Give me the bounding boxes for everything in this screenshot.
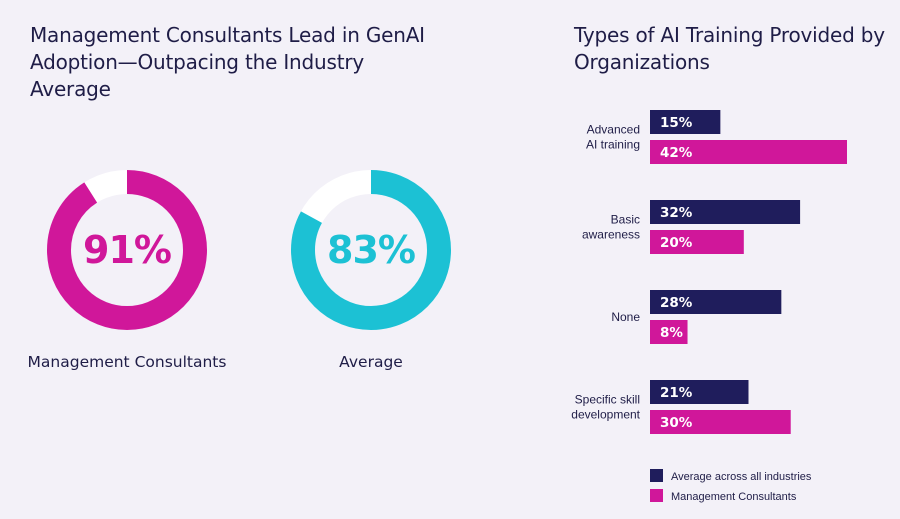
bar-value-label: 30% (660, 415, 693, 431)
category-label-line: Advanced (587, 123, 640, 137)
donut-value-label: 91% (83, 228, 172, 272)
bar (650, 410, 791, 434)
legend-swatch (650, 489, 663, 502)
bar-value-label: 21% (660, 385, 693, 401)
donut-arc (291, 170, 451, 330)
bar-chart-title: Types of AI Training Provided by Organiz… (574, 23, 885, 74)
category-label-line: None (611, 310, 640, 324)
bar (650, 290, 782, 314)
bar-value-label: 42% (660, 145, 693, 161)
category-label: Specific skill development (571, 393, 640, 422)
category-label-line: awareness (582, 228, 640, 242)
bar (650, 320, 688, 344)
legend-swatch (650, 469, 663, 482)
legend-label: Average across all industries (671, 471, 812, 483)
donut-label-average: Average (339, 353, 403, 371)
category-label: Advanced AI training (586, 123, 640, 152)
category-label: None (611, 310, 640, 324)
legend-label: Management Consultants (671, 491, 797, 503)
category-label-line: Basic (611, 213, 640, 227)
donut-label-management-consultants: Management Consultants (27, 353, 227, 371)
bar (650, 200, 801, 224)
category-label-line: AI training (586, 138, 640, 152)
donut-average: 83% (291, 170, 451, 330)
donut-arc (47, 170, 207, 330)
training-bar-chart: Advanced AI training 15% 42% Basic awareness 3… (571, 110, 847, 503)
donut-value-label: 83% (327, 228, 416, 272)
bar-value-label: 15% (660, 115, 693, 131)
bar-value-label: 32% (660, 205, 693, 221)
bar-value-label: 8% (660, 325, 683, 341)
category-label-line: development (571, 408, 640, 422)
bar-value-label: 20% (660, 235, 693, 251)
bar-value-label: 28% (660, 295, 693, 311)
bar (650, 230, 744, 254)
category-label-line: Specific skill (575, 393, 640, 407)
bar (650, 110, 721, 134)
donut-management-consultants: 91% (47, 170, 207, 330)
bar (650, 140, 847, 164)
donut-chart-title: Management Consultants Lead in GenAI Ado… (30, 23, 425, 101)
bar (650, 380, 749, 404)
category-label: Basic awareness (582, 213, 640, 242)
